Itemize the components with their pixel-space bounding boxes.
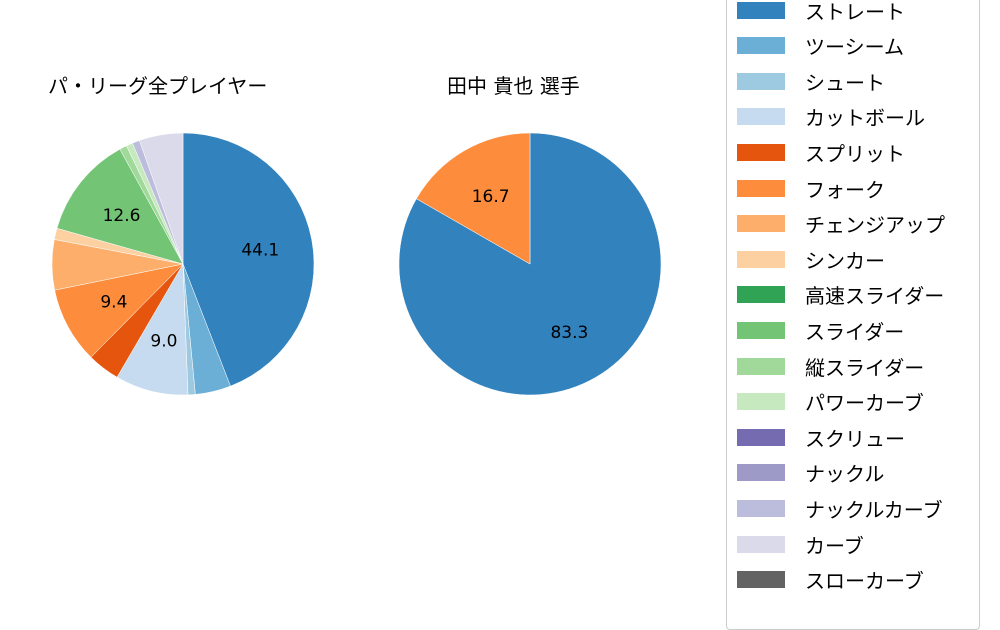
legend-label: フォーク <box>805 177 885 202</box>
legend-item: スライダー <box>737 315 904 345</box>
legend-item: チェンジアップ <box>737 209 945 239</box>
legend-item: カーブ <box>737 529 864 559</box>
legend-swatch <box>737 393 785 411</box>
legend-label: パワーカーブ <box>805 391 924 416</box>
legend-item: カットボール <box>737 102 925 132</box>
legend-swatch <box>737 108 785 126</box>
legend-swatch <box>737 179 785 197</box>
legend-item: シンカー <box>737 244 885 274</box>
legend-swatch <box>737 215 785 233</box>
pie-slice <box>182 132 315 387</box>
slice-value-label: 44.1 <box>241 241 279 261</box>
legend-swatch <box>737 357 785 375</box>
legend: ストレートツーシームシュートカットボール スプリットフォークチェンジアップ シンカー… <box>726 0 980 630</box>
left-chart-title: パ・リーグ全プレイヤー <box>48 74 268 98</box>
legend-item: フォーク <box>737 173 885 203</box>
right-pie: 83.3 16.7 <box>398 132 662 396</box>
legend-item: ストレート <box>737 0 905 25</box>
slice-value-label: 83.3 <box>550 323 588 343</box>
slice-value-label: 9.4 <box>100 292 127 312</box>
legend-label: カットボール <box>805 106 925 131</box>
legend-label: ナックルカーブ <box>805 497 943 522</box>
legend-swatch <box>737 250 785 268</box>
pie-slice <box>56 148 184 265</box>
pie-charts: 44.1 9.0 9.4 12.6 83.3 16.7 <box>51 132 662 396</box>
legend-swatch <box>737 499 785 517</box>
legend-label: スクリュー <box>805 426 905 451</box>
legend-item: スローカーブ <box>737 565 924 595</box>
legend-label: シンカー <box>805 248 885 273</box>
legend-label: チェンジアップ <box>805 213 945 238</box>
legend-swatch <box>737 72 785 90</box>
legend-label: スプリット <box>805 141 905 166</box>
pie-slice <box>139 132 184 265</box>
legend-label: 縦スライダー <box>805 355 925 380</box>
legend-swatch <box>737 535 785 553</box>
legend-item: ナックルカーブ <box>737 493 943 523</box>
slice-value-label: 16.7 <box>472 187 510 207</box>
legend-label: カーブ <box>805 533 864 558</box>
legend-item: スクリュー <box>737 422 905 452</box>
legend-swatch <box>737 143 785 161</box>
right-chart-title: 田中 貴也 選手 <box>447 74 580 98</box>
pie-slice <box>54 263 184 358</box>
legend-item: シュート <box>737 66 885 96</box>
legend-swatch <box>737 286 785 304</box>
left-pie: 44.1 9.0 9.4 12.6 <box>51 132 315 396</box>
pie-slice <box>416 132 531 265</box>
legend-item: ナックル <box>737 458 884 488</box>
legend-swatch <box>737 464 785 482</box>
legend-swatch <box>737 37 785 55</box>
legend-label: 高速スライダー <box>805 284 945 309</box>
legend-swatch <box>737 321 785 339</box>
slice-value-label: 12.6 <box>103 206 141 226</box>
legend-item: 縦スライダー <box>737 351 924 381</box>
legend-label: スライダー <box>805 319 905 344</box>
legend-item: ツーシーム <box>737 31 904 61</box>
legend-label: ナックル <box>805 462 885 487</box>
legend-swatch <box>737 571 785 589</box>
slice-value-label: 9.0 <box>150 331 177 351</box>
legend-item: 高速スライダー <box>737 280 944 310</box>
legend-label: ツーシーム <box>805 35 904 60</box>
legend-item: スプリット <box>737 137 905 167</box>
legend-label: ストレート <box>805 0 905 24</box>
legend-swatch <box>737 1 785 19</box>
legend-swatch <box>737 428 785 446</box>
legend-label: シュート <box>805 70 885 95</box>
legend-item: パワーカーブ <box>737 387 924 417</box>
legend-label: スローカーブ <box>805 569 924 594</box>
